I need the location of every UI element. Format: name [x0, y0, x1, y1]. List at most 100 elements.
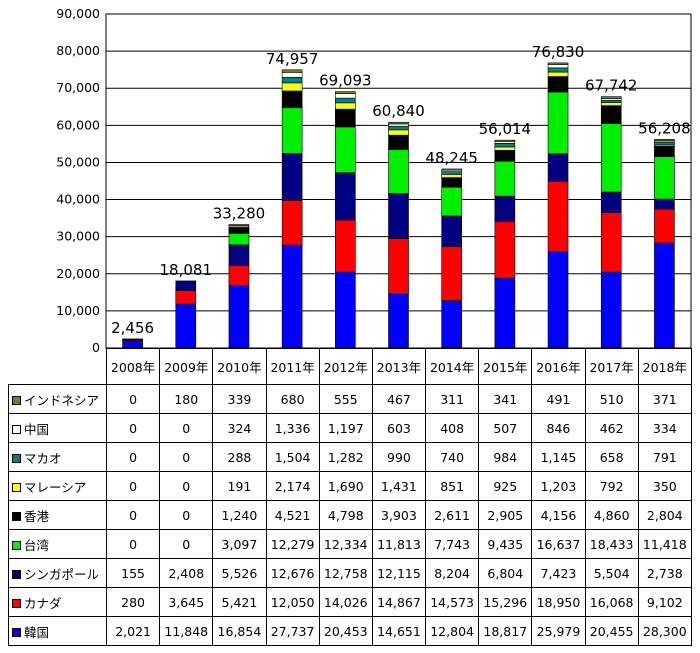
value-cell: 2,174: [265, 471, 320, 501]
series-name-cell: 香港: [8, 500, 107, 530]
series-name: 中国: [24, 421, 50, 437]
value-cell: 3,097: [212, 529, 267, 559]
total-label: 69,093: [319, 72, 372, 90]
value-cell: 925: [478, 471, 533, 501]
series-name: シンガポール: [24, 566, 100, 582]
legend-swatch: [12, 627, 21, 637]
value-cell: 555: [318, 384, 373, 414]
value-cell: 14,026: [318, 587, 373, 617]
series-name: マレーシア: [24, 479, 87, 495]
year-header: 2017年: [584, 348, 639, 385]
value-cell: 9,435: [478, 529, 533, 559]
value-cell: 4,860: [584, 500, 639, 530]
bar-segment: [494, 139, 516, 142]
y-tick-label: 20,000: [56, 266, 100, 281]
year-header: 2008年: [105, 348, 161, 385]
value-cell: 0: [159, 471, 214, 501]
bar-segment: [335, 102, 356, 110]
value-cell: 851: [425, 471, 480, 501]
bar-segment: [281, 72, 303, 78]
year-header: 2014年: [425, 348, 480, 385]
value-cell: 658: [584, 442, 639, 472]
bar-segment: [547, 64, 569, 69]
value-cell: 8,204: [425, 558, 480, 588]
value-cell: 12,279: [265, 529, 320, 559]
value-cell: 11,418: [637, 529, 692, 559]
value-cell: 2,738: [637, 558, 692, 588]
value-cell: 2,905: [478, 500, 533, 530]
value-cell: 1,690: [318, 471, 373, 501]
value-cell: 0: [159, 413, 214, 443]
bar-segment: [388, 238, 409, 294]
bar-segment: [335, 108, 356, 128]
value-cell: 1,203: [531, 471, 586, 501]
bar-segment: [175, 280, 197, 282]
value-cell: 27,737: [265, 616, 320, 646]
value-cell: 5,504: [584, 558, 639, 588]
value-cell: 191: [212, 471, 267, 501]
bar-segment: [228, 265, 250, 286]
value-cell: 4,798: [318, 500, 373, 530]
value-cell: 408: [425, 413, 480, 443]
y-tick-label: 0: [92, 340, 100, 355]
value-cell: 311: [425, 384, 480, 414]
table-row: インドネシア 0 180 339 680 555 467 311 341 491 510 371: [8, 384, 692, 414]
value-cell: 984: [478, 442, 533, 472]
bar-segment: [600, 96, 622, 99]
bar-segment: [547, 71, 569, 77]
y-tick-label: 90,000: [56, 6, 100, 21]
value-cell: 5,421: [212, 587, 267, 617]
bar-segment: [494, 146, 516, 151]
value-cell: 1,145: [531, 442, 586, 472]
bar-segment: [228, 224, 250, 227]
value-cell: 14,867: [371, 587, 427, 617]
value-cell: 0: [159, 529, 214, 559]
bar-segment: [600, 212, 622, 273]
series-name: 韓国: [24, 624, 50, 640]
value-cell: 14,573: [425, 587, 480, 617]
value-cell: 5,526: [212, 558, 267, 588]
bar-segment: [441, 246, 462, 301]
table-corner: [9, 349, 107, 385]
table-row: 台湾 0 0 3,097 12,279 12,334 11,813 7,743 9,435 16,…: [8, 529, 692, 559]
year-header: 2016年: [531, 348, 586, 385]
value-cell: 16,854: [212, 616, 267, 646]
stacked-bar-chart: 0 10,000 20,000 30,000 40,000 50,000 60,000 70,…: [56, 6, 692, 355]
bar-segment: [654, 156, 675, 200]
bar-segment: [494, 150, 516, 162]
bar-segment: [281, 77, 303, 84]
year-header: 2009年: [159, 348, 214, 385]
value-cell: 324: [212, 413, 267, 443]
value-cell: 7,423: [531, 558, 586, 588]
table-row: シンガポール 155 2,408 5,526 12,676 12,758 12,115 8,2…: [8, 558, 692, 588]
bar-segment: [654, 242, 675, 349]
value-cell: 0: [105, 384, 161, 414]
y-axis: 0 10,000 20,000 30,000 40,000 50,000 60,000 70,…: [56, 6, 692, 355]
series-name-cell: シンガポール: [8, 558, 107, 588]
value-cell: 462: [584, 413, 639, 443]
bar-segment: [335, 93, 356, 99]
bar-segment: [547, 76, 569, 93]
total-label: 60,840: [372, 102, 425, 120]
value-cell: 491: [531, 384, 586, 414]
bar-segment: [388, 193, 409, 239]
legend-swatch: [12, 482, 21, 492]
bar-segment: [547, 67, 569, 73]
table-header-row: 2008年 2009年 2010年 2011年 2012年 2013年 2014年 2015年…: [9, 348, 692, 385]
value-cell: 1,282: [318, 442, 373, 472]
value-cell: 3,903: [371, 500, 427, 530]
bar-segment: [494, 277, 516, 349]
total-label: 74,957: [266, 50, 319, 68]
table-row: 韓国 2,021 11,848 16,854 27,737 20,453 14,651 12,…: [8, 616, 692, 646]
value-cell: 791: [637, 442, 692, 472]
bar-segment: [547, 251, 569, 349]
value-cell: 12,676: [265, 558, 320, 588]
bar-segment: [281, 82, 303, 92]
value-cell: 12,758: [318, 558, 373, 588]
value-cell: 371: [637, 384, 692, 414]
table-row: カナダ 280 3,645 5,421 12,050 14,026 14,867 14,573…: [8, 587, 692, 617]
value-cell: 990: [371, 442, 427, 472]
legend-swatch: [12, 424, 21, 434]
value-cell: 2,408: [159, 558, 214, 588]
bar-segment: [654, 145, 675, 157]
